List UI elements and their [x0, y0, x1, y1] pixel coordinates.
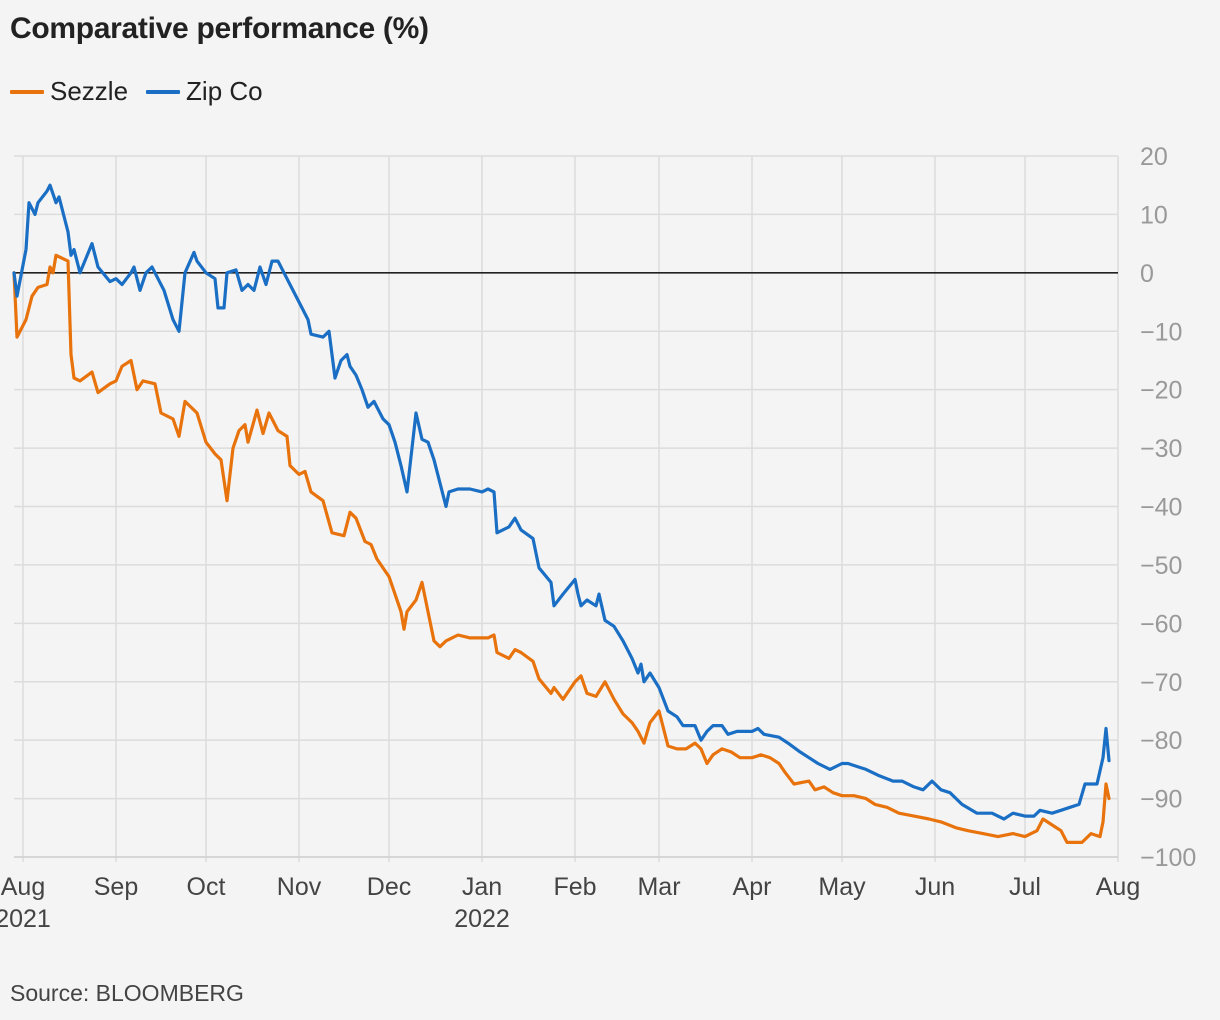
- x-tick-label: Oct: [187, 873, 226, 901]
- series-line-zip-co: [12, 183, 1111, 821]
- x-tick-label: Dec: [367, 873, 411, 901]
- x-tick-year-label: 2022: [454, 905, 510, 933]
- y-tick-label: −20: [1140, 377, 1182, 405]
- legend-label-sezzle: Sezzle: [50, 76, 129, 106]
- y-tick-label: −40: [1140, 494, 1182, 522]
- x-tick-year-label: 2021: [0, 905, 51, 933]
- x-tick-label: May: [818, 873, 866, 901]
- x-tick-label: Jan: [462, 873, 502, 901]
- x-tick-label: Jun: [915, 873, 955, 901]
- x-tick-label: Nov: [277, 873, 322, 901]
- legend-swatch-zip-co: [146, 89, 181, 94]
- x-tick-label: Apr: [733, 873, 772, 901]
- legend-item-zip-co: Zip Co: [146, 76, 263, 107]
- x-tick-label: Aug: [1, 873, 45, 901]
- y-tick-label: −80: [1140, 727, 1182, 755]
- x-tick-label: Feb: [553, 873, 596, 901]
- y-tick-label: 10: [1140, 201, 1168, 229]
- line-chart: 20100−10−20−30−40−50−60−70−80−90−100Aug2…: [0, 143, 1196, 933]
- x-tick-label: Jul: [1009, 873, 1041, 901]
- x-tick-label: Mar: [637, 873, 680, 901]
- legend-swatch-sezzle: [10, 89, 44, 94]
- legend-item-sezzle: Sezzle: [10, 76, 128, 107]
- source-note: Source: BLOOMBERG: [10, 980, 244, 1006]
- chart-title: Comparative performance (%): [10, 12, 429, 45]
- legend: Sezzle Zip Co: [10, 76, 281, 107]
- y-tick-label: −100: [1140, 844, 1196, 872]
- legend-label-zip-co: Zip Co: [186, 76, 263, 106]
- y-tick-label: −60: [1140, 610, 1182, 638]
- y-tick-label: −70: [1140, 669, 1182, 697]
- y-tick-label: −10: [1140, 318, 1182, 346]
- series-line-sezzle: [12, 253, 1111, 844]
- y-tick-label: −30: [1140, 435, 1182, 463]
- y-tick-label: 0: [1140, 260, 1154, 288]
- x-tick-label: Aug: [1096, 873, 1140, 901]
- y-tick-label: −50: [1140, 552, 1182, 580]
- x-tick-label: Sep: [94, 873, 138, 901]
- y-tick-label: 20: [1140, 143, 1168, 171]
- y-tick-label: −90: [1140, 786, 1182, 814]
